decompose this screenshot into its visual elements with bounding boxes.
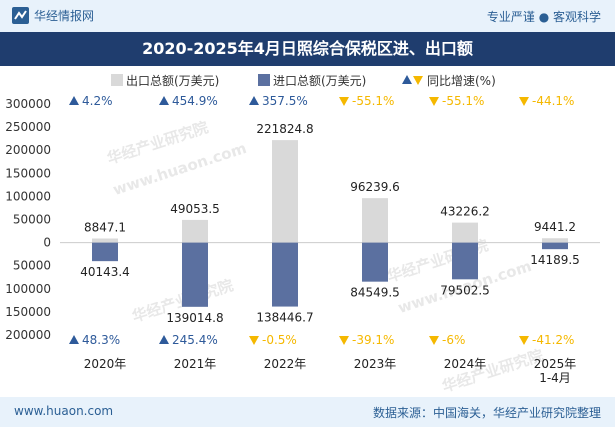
legend-export-swatch [111, 74, 123, 86]
legend-down-triangle [413, 76, 423, 85]
export-growth-label: -44.1% [532, 94, 574, 108]
y-tick-label: 300000 [5, 97, 51, 111]
import-value-label: 14189.5 [530, 253, 580, 267]
y-tick-label: 100000 [5, 189, 51, 203]
export-bar [542, 238, 568, 243]
import-value-label: 79502.5 [440, 283, 490, 297]
export-bar [362, 198, 388, 243]
import-bar [182, 242, 208, 307]
import-growth-label: -41.2% [532, 333, 574, 347]
import-growth-label: -0.5% [262, 333, 297, 347]
export-growth-label: -55.1% [352, 94, 394, 108]
export-value-label: 8847.1 [84, 221, 126, 235]
export-value-label: 9441.2 [534, 220, 576, 234]
y-tick-label: 100000 [5, 282, 51, 296]
legend-growth-label: 同比增速(%) [427, 74, 496, 88]
import-value-label: 138446.7 [256, 311, 313, 325]
top-band: 华经情报网 专业严谨 ● 客观科学 [0, 0, 615, 32]
brand-name: 华经情报网 [34, 9, 95, 23]
import-bar [542, 242, 568, 250]
x-tick-label: 1-4月 [539, 371, 571, 385]
y-tick-label: 150000 [5, 305, 51, 319]
import-growth-up-icon [69, 335, 79, 344]
export-growth-label: -55.1% [442, 94, 484, 108]
export-bar [452, 222, 478, 243]
y-tick-label: 150000 [5, 166, 51, 180]
import-bar [272, 242, 298, 307]
bar-chart: 300000 250000 200000 150000 100000 50000 0 5000… [5, 74, 600, 385]
x-tick-label: 2025年 [534, 357, 577, 371]
legend-import-swatch [258, 74, 270, 86]
export-growth-up-icon [249, 96, 259, 105]
export-value-label: 221824.8 [256, 122, 313, 136]
y-tick-label: 0 [43, 236, 51, 250]
export-bar [272, 140, 298, 243]
x-tick-label: 2022年 [264, 357, 307, 371]
footer-url: www.huaon.com [14, 404, 114, 418]
y-tick-label: 50000 [13, 259, 51, 273]
y-tick-label: 250000 [5, 120, 51, 134]
import-growth-label: 245.4% [172, 333, 218, 347]
import-growth-label: -39.1% [352, 333, 394, 347]
export-bar [92, 238, 118, 243]
import-growth-up-icon [159, 335, 169, 344]
y-tick-label: 200000 [5, 328, 51, 342]
huajing-logo-icon [12, 7, 29, 24]
export-growth-label: 357.5% [262, 94, 308, 108]
import-bar [92, 242, 118, 262]
export-value-label: 49053.5 [170, 202, 220, 216]
y-tick-label: 50000 [13, 213, 51, 227]
import-growth-down-icon [249, 336, 259, 345]
x-tick-label: 2024年 [444, 357, 487, 371]
export-growth-down-icon [429, 97, 439, 106]
legend-up-triangle [402, 75, 412, 84]
import-value-label: 40143.4 [80, 265, 130, 279]
x-tick-label: 2023年 [354, 357, 397, 371]
x-tick-label: 2021年 [174, 357, 217, 371]
import-bar [452, 242, 478, 280]
tagline: 专业严谨 ● 客观科学 [486, 10, 601, 24]
export-value-label: 96239.6 [350, 180, 400, 194]
export-growth-up-icon [69, 96, 79, 105]
export-growth-up-icon [159, 96, 169, 105]
import-growth-down-icon [429, 336, 439, 345]
import-growth-label: -6% [442, 333, 465, 347]
export-growth-label: 4.2% [82, 94, 113, 108]
chart-title: 2020-2025年4月日照综合保税区进、出口额 [0, 32, 615, 66]
export-growth-down-icon [339, 97, 349, 106]
data-source: 数据来源：中国海关，华经产业研究院整理 [372, 406, 601, 420]
legend-export-label: 出口总额(万美元) [126, 74, 219, 88]
import-growth-down-icon [339, 336, 349, 345]
y-tick-label: 200000 [5, 143, 51, 157]
brand: 华经情报网 [12, 7, 94, 24]
import-value-label: 84549.5 [350, 286, 400, 300]
footer: www.huaon.com 数据来源：中国海关，华经产业研究院整理 [0, 397, 615, 427]
export-growth-label: 454.9% [172, 94, 218, 108]
export-growth-down-icon [519, 97, 529, 106]
import-growth-label: 48.3% [82, 333, 120, 347]
legend-import-label: 进口总额(万美元) [273, 74, 366, 88]
import-growth-down-icon [519, 336, 529, 345]
import-bar [362, 242, 388, 282]
export-bar [182, 219, 208, 243]
x-tick-label: 2020年 [84, 357, 127, 371]
export-value-label: 43226.2 [440, 205, 490, 219]
import-value-label: 139014.8 [166, 311, 223, 325]
